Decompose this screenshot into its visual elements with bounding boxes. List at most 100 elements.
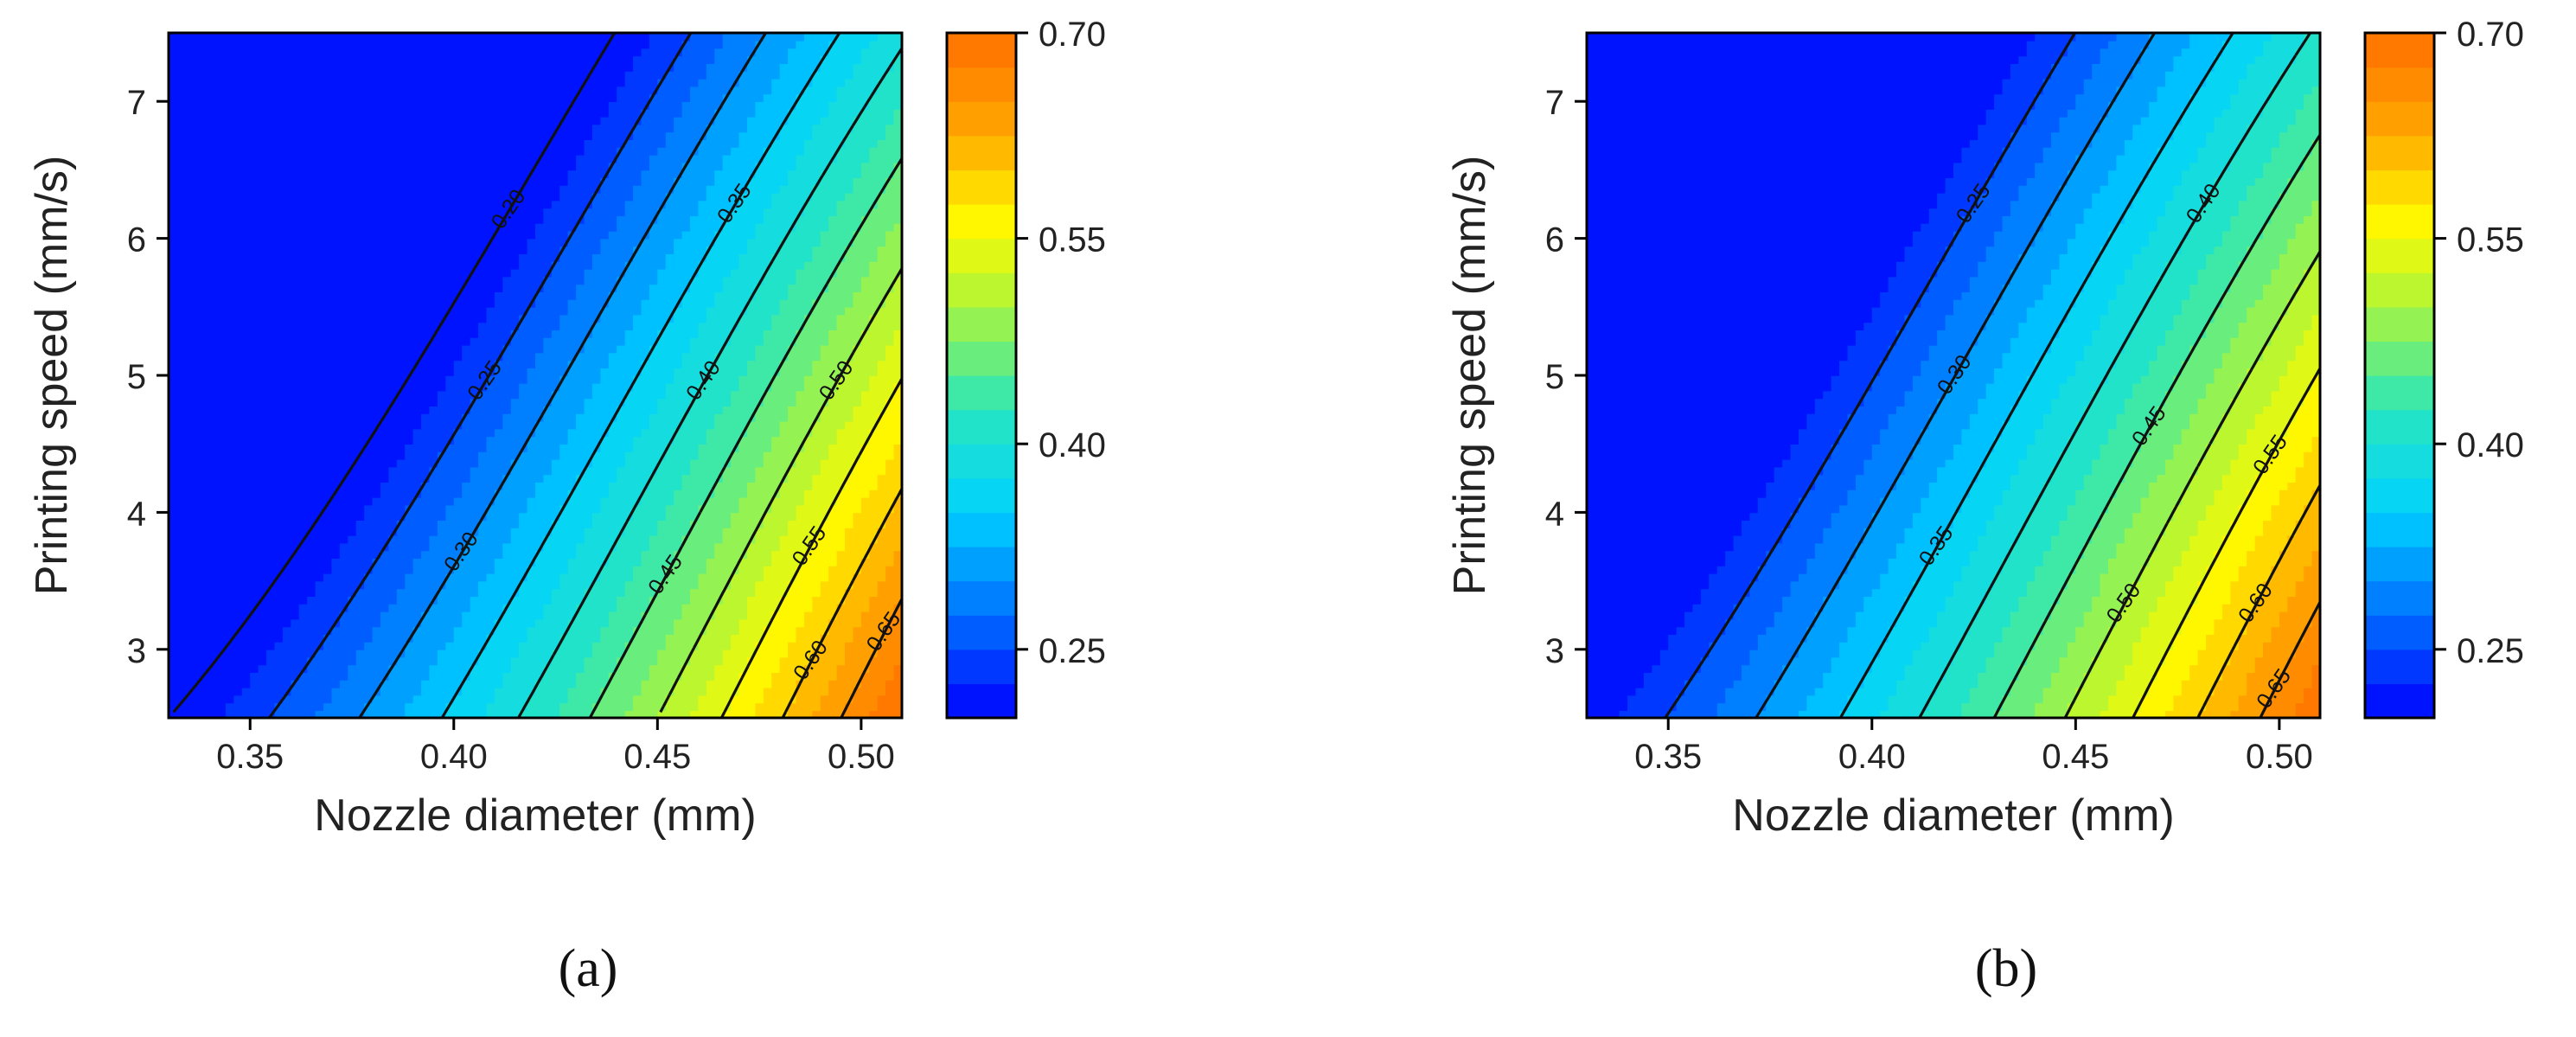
contour-cell (266, 246, 276, 254)
contour-cell (225, 649, 235, 658)
contour-cell (519, 344, 528, 354)
contour-cell (543, 573, 553, 582)
contour-cell (225, 200, 235, 209)
contour-cell (266, 253, 276, 262)
contour-cell (291, 672, 300, 681)
contour-cell (412, 238, 422, 247)
contour-cell (217, 63, 227, 72)
contour-cell (364, 208, 374, 216)
contour-cell (576, 588, 585, 597)
contour-cell (380, 642, 390, 650)
contour-cell (315, 147, 324, 156)
contour-cell (445, 672, 455, 681)
contour-cell (608, 40, 618, 49)
contour-cell (535, 223, 545, 232)
contour-cell (266, 504, 276, 514)
contour-cell (355, 490, 365, 498)
contour-cell (176, 436, 186, 445)
contour-cell (266, 154, 276, 163)
contour-cell (527, 276, 536, 285)
contour-cell (209, 86, 219, 95)
contour-cell (527, 520, 536, 528)
contour-cell (567, 109, 577, 118)
contour-cell (608, 710, 618, 718)
contour-cell (429, 512, 438, 521)
contour-cell (274, 642, 284, 650)
contour-cell (519, 695, 528, 704)
contour-cell (429, 78, 438, 87)
contour-cell (551, 230, 561, 240)
contour-cell (380, 33, 390, 42)
contour-cell (298, 375, 308, 384)
contour-cell (591, 360, 602, 368)
contour-cell (282, 330, 292, 338)
contour-cell (364, 192, 374, 202)
contour-cell (282, 695, 292, 704)
contour-cell (453, 512, 463, 521)
contour-cell (600, 436, 610, 445)
contour-cell (567, 63, 577, 72)
contour-cell (470, 664, 479, 673)
contour-cell (584, 695, 593, 704)
contour-cell (217, 208, 227, 216)
contour-cell (462, 588, 471, 597)
contour-cell (380, 436, 390, 445)
contour-cell (193, 496, 202, 506)
contour-cell (543, 322, 553, 330)
contour-cell (437, 93, 447, 102)
contour-cell (323, 86, 333, 95)
contour-cell (217, 528, 227, 536)
contour-cell (396, 40, 406, 49)
contour-cell (388, 185, 398, 194)
contour-cell (429, 268, 438, 278)
contour-cell (348, 55, 357, 64)
contour-cell (559, 63, 569, 72)
contour-cell (527, 474, 536, 483)
contour-cell (372, 649, 381, 658)
contour-cell (405, 109, 414, 118)
contour-cell (478, 566, 488, 574)
contour-cell (364, 413, 374, 422)
contour-cell (225, 124, 235, 133)
contour-cell (298, 504, 308, 514)
contour-cell (184, 490, 195, 498)
contour-cell (502, 246, 512, 254)
contour-cell (567, 542, 577, 552)
contour-cell (470, 512, 479, 521)
contour-cell (551, 93, 561, 102)
contour-cell (437, 246, 447, 254)
contour-cell (331, 520, 341, 528)
contour-cell (291, 314, 300, 323)
contour-cell (421, 291, 431, 300)
contour-cell (274, 299, 284, 308)
contour-cell (543, 558, 553, 567)
contour-cell (193, 451, 202, 460)
contour-cell (266, 223, 276, 232)
contour-cell (355, 428, 365, 438)
contour-cell (510, 466, 520, 476)
contour-cell (315, 535, 324, 544)
contour-cell (169, 147, 178, 156)
contour-cell (445, 200, 455, 209)
contour-cell (486, 291, 495, 300)
contour-cell (331, 687, 341, 696)
contour-cell (429, 63, 438, 72)
contour-cell (274, 192, 284, 202)
contour-cell (494, 428, 504, 438)
contour-cell (494, 33, 504, 42)
contour-cell (307, 458, 316, 468)
contour-cell (331, 588, 341, 597)
contour-cell (486, 63, 495, 72)
contour-cell (543, 382, 553, 392)
contour-cell (502, 185, 512, 194)
contour-cell (396, 672, 406, 681)
contour-cell (608, 649, 618, 658)
contour-cell (282, 55, 292, 64)
contour-cell (453, 253, 463, 262)
contour-cell (519, 78, 528, 87)
contour-cell (323, 566, 333, 574)
contour-cell (355, 291, 365, 300)
contour-cell (266, 192, 276, 202)
contour-cell (527, 588, 536, 597)
contour-cell (567, 33, 577, 42)
